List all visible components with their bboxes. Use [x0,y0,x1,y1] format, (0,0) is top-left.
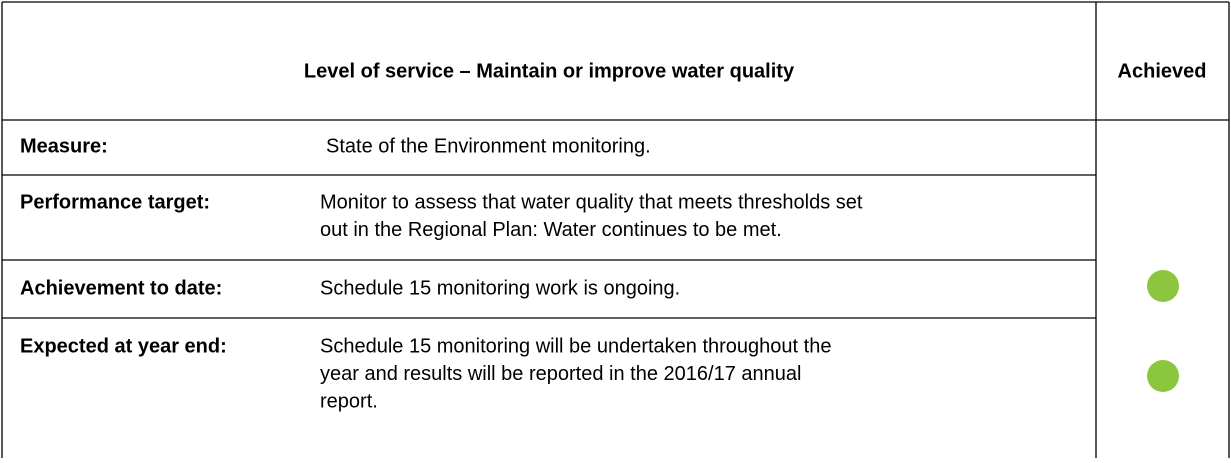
row-text: year and results will be reported in the… [320,363,801,385]
header-status: Achieved [1118,60,1207,82]
row-label: Measure: [20,135,108,157]
row-text: out in the Regional Plan: Water continue… [320,219,782,241]
row-label: Expected at year end: [20,335,227,357]
row-text: report. [320,390,378,412]
row-text: Schedule 15 monitoring will be undertake… [320,335,831,357]
header-title: Level of service – Maintain or improve w… [304,60,795,82]
row-text: State of the Environment monitoring. [326,135,651,157]
row-label: Achievement to date: [20,277,222,299]
row-text: Monitor to assess that water quality tha… [320,191,863,213]
status-dot [1147,360,1179,392]
row-text: Schedule 15 monitoring work is ongoing. [320,277,680,299]
status-dot [1147,270,1179,302]
row-label: Performance target: [20,191,210,213]
